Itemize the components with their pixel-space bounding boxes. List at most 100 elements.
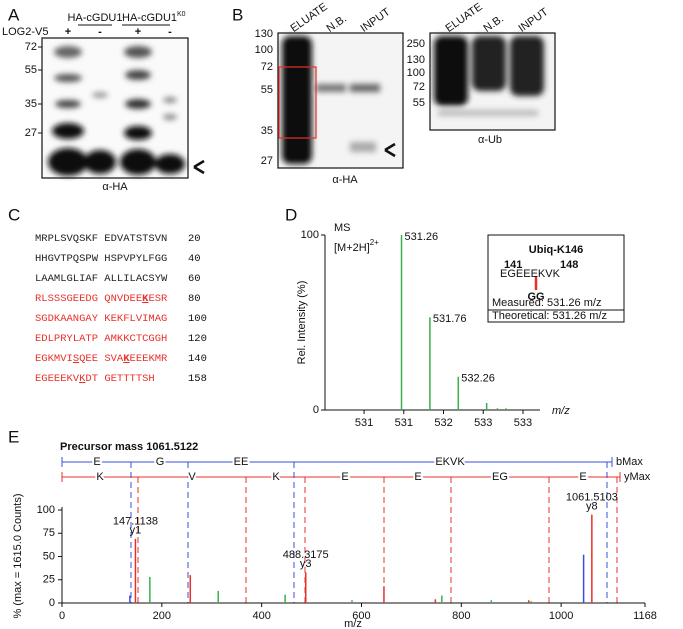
residue-number: 80 [188, 293, 201, 305]
mw-marker: 130 [407, 54, 425, 66]
sequence-line: LAAMLGLIAF ALLILACSYW [35, 273, 168, 285]
y-tick-label: 100 [301, 229, 319, 241]
b-fragment: EKVK [435, 456, 465, 468]
y-tick-label: 75 [43, 527, 55, 539]
y-tick-label: 25 [43, 574, 55, 586]
mw-marker: 72 [261, 61, 273, 73]
residue-number: 120 [188, 333, 207, 345]
peak-label: 531.26 [405, 231, 439, 243]
x-axis-label: m/z [344, 618, 362, 629]
mw-marker: 72 [25, 41, 37, 53]
mw-marker: 100 [255, 44, 273, 56]
lane-sign: + [65, 26, 71, 38]
mw-marker: 55 [413, 97, 425, 109]
x-tick-label: 531 [395, 417, 413, 429]
annotation: MS [334, 222, 351, 234]
ion-label: y3 [300, 558, 312, 570]
ion-label: y1 [130, 525, 142, 537]
peak-label: 488.3175 [283, 549, 329, 561]
panel-label: E [8, 427, 19, 446]
sequence-segment: K [79, 373, 86, 385]
antibody-label: α-Ub [478, 134, 502, 146]
residue-number: 20 [188, 233, 201, 245]
panel-label: D [285, 205, 297, 224]
b-fragment: EE [234, 456, 249, 468]
y-tick-label: 0 [313, 404, 319, 416]
inset-title: Ubiq-K146 [529, 244, 583, 256]
mw-marker: 130 [255, 28, 273, 40]
residue-number: 60 [188, 273, 201, 285]
peak-label: 532.26 [461, 373, 495, 385]
panel-label: C [8, 205, 20, 224]
sequence-segment: HHGVTPQSPW HSPVPYLFGG [35, 253, 167, 265]
panel-label: A [8, 5, 20, 24]
lane-sign: + [135, 26, 141, 38]
inset-box [487, 234, 625, 323]
sequence-segment: EGEEEKV [35, 373, 80, 385]
modification: GG [527, 291, 544, 303]
sequence-line: EGKMVISQEE SVAKEEEKMR [35, 353, 168, 365]
x-tick-label: 531 [355, 417, 373, 429]
peak-label: 147.1138 [113, 516, 158, 528]
blot-b [277, 32, 556, 169]
sequence-segment: S [73, 353, 79, 365]
x-tick-label: 1168 [633, 610, 657, 622]
y-tick-label: 100 [37, 504, 55, 516]
sequence-segment: EDLPRYLATP AMKKCTCGGH [35, 333, 167, 345]
lane-label: ELUATE [289, 1, 330, 35]
sequence-segment: EGKMVI [35, 353, 73, 365]
lane-label: INPUT [517, 6, 551, 35]
b-fragment: E [93, 456, 100, 468]
x-tick-label: 532 [434, 417, 452, 429]
residue-number: 158 [188, 373, 207, 385]
residue-number: 140 [188, 353, 207, 365]
mw-marker: 55 [261, 84, 273, 96]
y-tick-label: 0 [49, 597, 55, 609]
construct-label: HA-cGDU1K0 [122, 11, 186, 24]
residue-number: 100 [188, 313, 207, 325]
mw-marker: 250 [407, 38, 425, 50]
annotation-text: [M+2H] [334, 242, 370, 254]
residue-end: 148 [560, 259, 578, 271]
superscript: K0 [177, 11, 186, 18]
sequence-segment: EEEKMR [130, 353, 169, 365]
panel-label: B [232, 5, 243, 24]
ion-label: y8 [586, 501, 598, 513]
peak-label: 531.76 [433, 313, 467, 325]
sequence-line: EDLPRYLATP AMKKCTCGGH [35, 333, 167, 345]
y-axis-label: % (max = 1615.0 Counts) [12, 493, 24, 618]
mw-marker: 35 [261, 125, 273, 137]
y-fragment: E [414, 471, 421, 483]
sequence-segment: MRPLSVQSKF EDVATSTSVN [35, 233, 167, 245]
sequence-segment: K [123, 353, 130, 365]
theoretical: Theoretical: 531.26 m/z [492, 310, 607, 322]
x-tick-label: 800 [452, 610, 470, 622]
construct-label: HA-cGDU1 [67, 12, 122, 24]
y-fragment: K [96, 471, 104, 483]
measured: Measured: 531.26 m/z [492, 297, 601, 309]
x-axis-label: m/z [552, 405, 570, 417]
mw-marker: 72 [413, 81, 425, 93]
lane-sign: - [168, 26, 172, 38]
y-fragment: V [188, 471, 196, 483]
chart-title: Precursor mass 1061.5122 [60, 441, 198, 453]
x-tick-label: 400 [252, 610, 270, 622]
sequence-segment: RLSSSGEEDG QNVDEE [35, 293, 142, 305]
antibody-label: α-HA [332, 174, 358, 186]
mw-marker: 27 [25, 127, 37, 139]
lane-sign: - [98, 26, 102, 38]
x-tick-label: 0 [59, 610, 65, 622]
y-tick-label: 50 [43, 550, 55, 562]
sequence-segment: SGDKAANGAY KEKFLVIMAG [35, 313, 167, 325]
lane-label: INPUT [359, 6, 393, 35]
x-tick-label: 1000 [549, 610, 573, 622]
sequence-segment: LAAMLGLIAF ALLILACSYW [35, 273, 168, 285]
sequence-segment: DT GETTTTSH [85, 373, 154, 385]
y-end: yMax [624, 471, 651, 483]
y-fragment: K [272, 471, 280, 483]
fragment-ladder [61, 457, 621, 603]
residue-number: 40 [188, 253, 201, 265]
x-tick-label: 533 [514, 417, 532, 429]
x-tick-label: 600 [352, 610, 370, 622]
